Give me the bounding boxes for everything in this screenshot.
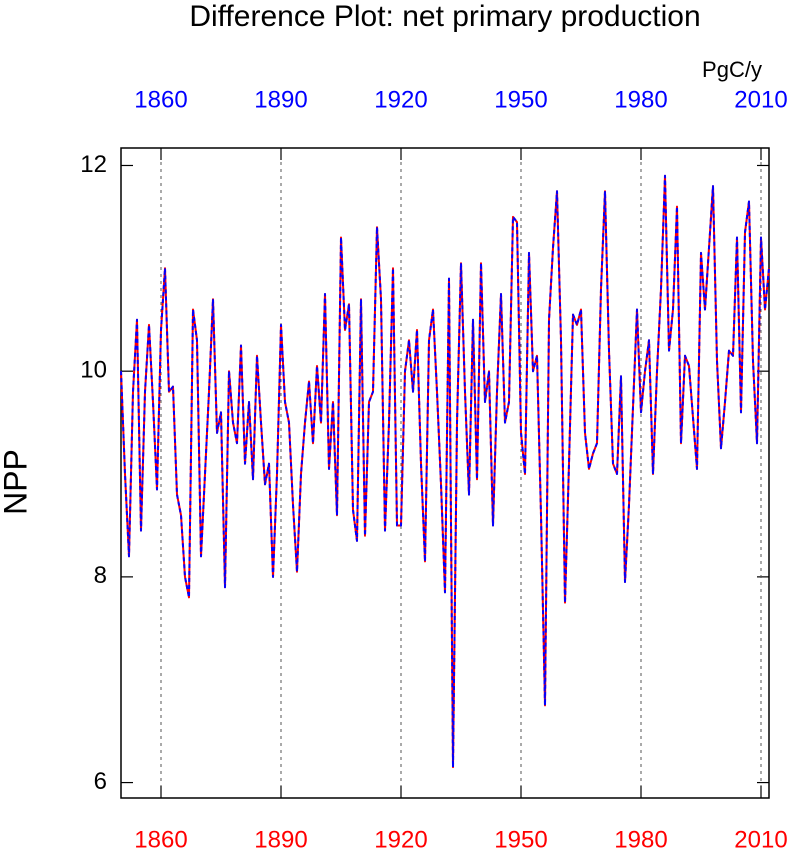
top-x-tick-label: 1920 — [374, 86, 427, 113]
series-line — [120, 174, 770, 769]
y-tick-label: 10 — [80, 357, 107, 384]
y-axis-label: NPP — [0, 449, 33, 515]
x-tick-label: 1920 — [374, 826, 427, 853]
x-tick-label: 1890 — [254, 826, 307, 853]
x-tick-label: 1950 — [494, 826, 547, 853]
x-tick-label: 1980 — [614, 826, 667, 853]
top-x-tick-label: 1890 — [254, 86, 307, 113]
top-x-tick-label: 2010 — [734, 86, 787, 113]
y-tick-label: 6 — [94, 768, 107, 795]
y-tick-label: 12 — [80, 151, 107, 178]
units-label: PgC/y — [702, 57, 762, 82]
chart-title: Difference Plot: net primary production — [189, 0, 700, 33]
top-x-tick-label: 1950 — [494, 86, 547, 113]
top-x-tick-label: 1980 — [614, 86, 667, 113]
x-tick-label: 1860 — [134, 826, 187, 853]
top-x-tick-label: 1860 — [134, 86, 187, 113]
plot-frame — [120, 147, 770, 799]
y-tick-label: 8 — [94, 562, 107, 589]
series-line — [120, 174, 770, 769]
x-tick-label: 2010 — [734, 826, 787, 853]
